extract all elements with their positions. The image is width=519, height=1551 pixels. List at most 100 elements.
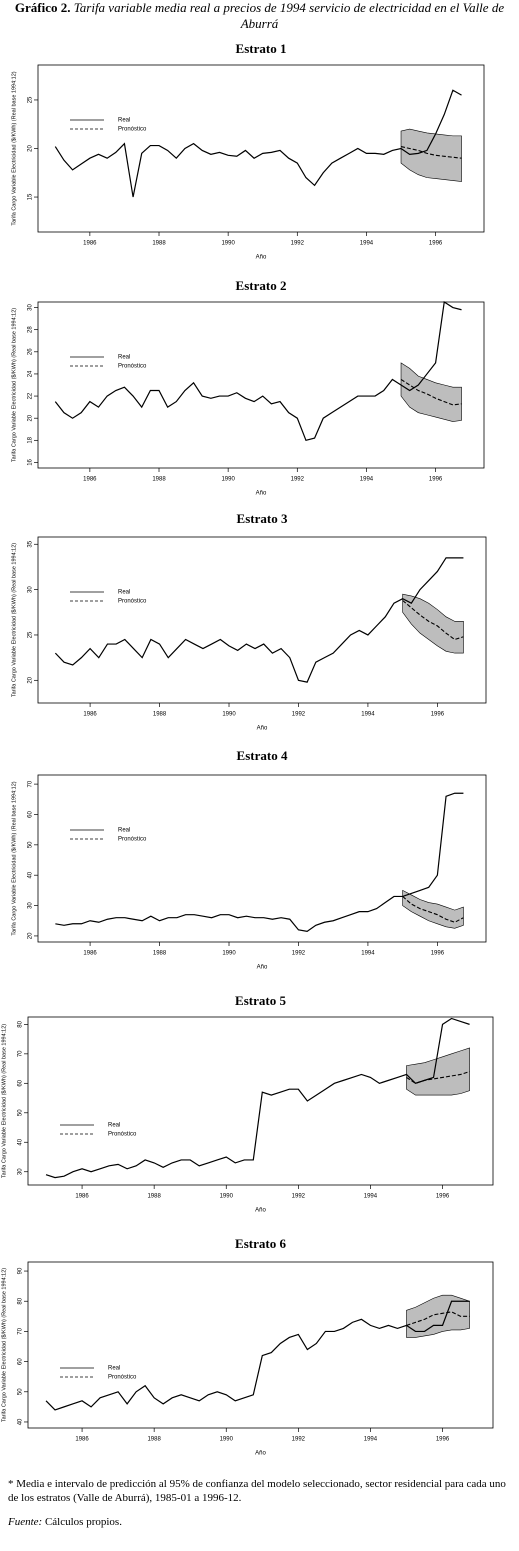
- y-axis-label: Tarifa Cargo Variable Electricidad ($/KW…: [1, 1268, 7, 1422]
- plot-frame: [37, 301, 485, 469]
- y-tick-label: 40: [18, 1418, 24, 1425]
- y-axis-label: Tarifa Cargo Variable Electricidad ($/KW…: [11, 308, 17, 462]
- legend-label: Pronóstico: [118, 364, 147, 370]
- chart-title: Estrato 2: [236, 278, 287, 293]
- y-axis-label: Tarifa Cargo Variable Electricidad ($/KW…: [1, 1024, 7, 1178]
- x-tick-label: 1992: [292, 1194, 306, 1200]
- plot-frame: [37, 774, 487, 943]
- y-tick-label: 70: [18, 1327, 24, 1334]
- y-tick-label: 18: [28, 436, 34, 443]
- legend-label: Pronóstico: [118, 599, 147, 605]
- source-label: Fuente:: [8, 1516, 43, 1528]
- y-tick-label: 60: [28, 810, 34, 817]
- series-line: [400, 379, 462, 406]
- x-tick-label: 1990: [221, 477, 235, 483]
- x-tick-label: 1994: [360, 477, 374, 483]
- chart: Estrato 2 1986 1988 1990 1992 1994 1996 16 18 20 2…: [11, 278, 485, 497]
- y-tick-label: 26: [28, 348, 34, 355]
- x-tick-label: 1996: [431, 712, 445, 718]
- x-tick-label: 1988: [152, 241, 166, 247]
- x-tick-label: 1988: [147, 1437, 161, 1443]
- y-tick-label: 20: [28, 414, 34, 421]
- y-tick-label: 16: [28, 458, 34, 465]
- y-tick-label: 70: [18, 1050, 24, 1057]
- y-axis-label: Tarifa Cargo Variable Electricidad ($/KW…: [11, 781, 17, 935]
- y-tick-label: 40: [28, 871, 34, 878]
- prediction-band: [406, 1047, 470, 1096]
- series-line: [45, 1017, 470, 1179]
- plot-frame: [27, 1016, 494, 1186]
- chart-title: Estrato 6: [235, 1236, 286, 1251]
- chart: Estrato 3 1986 1988 1990 1992 1994 1996 20 25 30 3…: [11, 511, 487, 732]
- series-line: [45, 1300, 470, 1411]
- chart: Estrato 1 1986 1988 1990 1992 1994 1996 15 20 25 A…: [11, 41, 485, 261]
- prediction-band: [406, 1294, 470, 1338]
- y-tick-label: 30: [28, 902, 34, 909]
- series-line: [54, 300, 462, 442]
- legend-label: Real: [118, 590, 130, 596]
- legend-label: Real: [108, 1123, 120, 1129]
- x-tick-label: 1996: [429, 241, 443, 247]
- y-tick-label: 60: [18, 1358, 24, 1365]
- legend-label: Real: [118, 828, 130, 834]
- y-tick-label: 20: [28, 932, 34, 939]
- figure-header: Gráfico 2. Tarifa variable media real a …: [10, 0, 509, 32]
- chart-title: Estrato 5: [235, 993, 286, 1008]
- legend-label: Pronóstico: [118, 127, 147, 133]
- y-tick-label: 30: [18, 1168, 24, 1175]
- y-tick-label: 50: [18, 1109, 24, 1116]
- series-line: [54, 557, 464, 683]
- x-tick-label: 1992: [292, 712, 306, 718]
- x-tick-label: 1992: [291, 477, 305, 483]
- legend-label: Pronóstico: [118, 837, 147, 843]
- y-tick-label: 28: [28, 326, 34, 333]
- y-tick-label: 35: [28, 540, 34, 547]
- y-tick-label: 25: [28, 631, 34, 638]
- x-tick-label: 1986: [75, 1194, 89, 1200]
- y-tick-label: 50: [28, 841, 34, 848]
- series-line: [400, 146, 462, 159]
- x-tick-label: 1994: [364, 1437, 378, 1443]
- x-tick-label: 1986: [83, 951, 97, 957]
- x-tick-label: 1990: [221, 241, 235, 247]
- chart: Estrato 6 1986 1988 1990 1992 1994 1996 40 50 60 7…: [1, 1236, 494, 1457]
- y-tick-label: 90: [18, 1267, 24, 1274]
- series-line: [406, 1071, 470, 1084]
- y-tick-label: 70: [28, 780, 34, 787]
- x-tick-label: 1986: [75, 1437, 89, 1443]
- series-line: [406, 1311, 470, 1326]
- x-tick-label: 1996: [436, 1194, 450, 1200]
- y-tick-label: 20: [28, 145, 34, 152]
- x-axis-label: Año: [256, 491, 267, 497]
- x-tick-label: 1986: [83, 712, 97, 718]
- x-axis-label: Año: [255, 1208, 266, 1214]
- x-axis-label: Año: [255, 1451, 266, 1457]
- footnote: * Media e intervalo de predicción al 95%…: [8, 1478, 506, 1504]
- chart-title: Estrato 3: [237, 511, 288, 526]
- figure-title: Tarifa variable media real a precios de …: [73, 0, 505, 31]
- y-tick-label: 60: [18, 1079, 24, 1086]
- x-tick-label: 1994: [364, 1194, 378, 1200]
- y-axis-label: Tarifa Cargo Variable Electricidad ($/KW…: [11, 543, 17, 697]
- legend-label: Pronóstico: [108, 1132, 137, 1138]
- x-tick-label: 1992: [292, 1437, 306, 1443]
- y-tick-label: 15: [28, 193, 34, 200]
- y-tick-label: 50: [18, 1388, 24, 1395]
- series-line: [402, 600, 464, 641]
- y-tick-label: 20: [28, 676, 34, 683]
- x-tick-label: 1996: [436, 1437, 450, 1443]
- y-tick-label: 40: [18, 1138, 24, 1145]
- plot-frame: [37, 536, 487, 704]
- x-axis-label: Año: [256, 255, 267, 261]
- x-tick-label: 1996: [429, 477, 443, 483]
- legend-label: Real: [118, 355, 130, 361]
- chart-title: Estrato 4: [237, 748, 288, 763]
- x-axis-label: Año: [257, 726, 268, 732]
- x-tick-label: 1994: [361, 951, 375, 957]
- x-tick-label: 1994: [360, 241, 374, 247]
- x-tick-label: 1990: [222, 712, 236, 718]
- prediction-band: [402, 889, 464, 929]
- prediction-band: [400, 128, 462, 182]
